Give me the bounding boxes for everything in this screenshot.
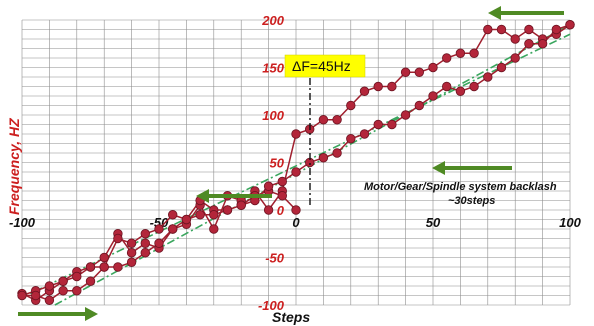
series-1-point	[496, 24, 507, 35]
series-2-point	[414, 100, 425, 111]
series-2-point	[387, 119, 397, 130]
series-1-point	[346, 100, 356, 111]
series-2-point	[483, 72, 493, 82]
series-2-point	[72, 286, 82, 296]
series-1-point	[455, 48, 466, 58]
series-1-point	[126, 248, 137, 258]
series-2-point	[126, 238, 137, 248]
series-2-point	[72, 271, 82, 282]
series-2-point	[263, 181, 274, 191]
upper-guide-line	[29, 33, 571, 295]
series-2-point	[140, 229, 151, 239]
x-tick-label: 100	[559, 215, 581, 230]
y-tick-label: 50	[270, 156, 285, 171]
x-axis-title: Steps	[272, 309, 310, 325]
series-2-point	[291, 205, 301, 215]
tick-labels: -100 -50 0 50 100 -100 -50 0 50 100 150 200	[9, 13, 582, 313]
series-2-point	[167, 210, 178, 220]
arrows	[18, 6, 564, 321]
series-1-point	[318, 115, 329, 125]
y-tick-label: -50	[265, 251, 285, 266]
series-1-point	[387, 81, 397, 92]
series-2-point	[428, 91, 438, 101]
series-2-point	[332, 148, 342, 158]
series-2-point	[346, 134, 356, 144]
series-2-point	[140, 248, 151, 258]
series-1-point	[524, 24, 534, 35]
arrow-center-left-head	[196, 189, 209, 203]
series-1-point	[400, 67, 411, 77]
series-1-point	[140, 238, 151, 248]
series-2-point	[195, 210, 205, 220]
series-2-point	[154, 224, 164, 234]
series-2-point	[181, 214, 192, 225]
series-2-point	[113, 262, 123, 272]
x-tick-label: 0	[292, 215, 300, 230]
series-2-point	[113, 233, 123, 244]
series-2-point	[373, 119, 383, 130]
series-2-point	[277, 191, 288, 201]
y-tick-label: 100	[262, 108, 284, 123]
series-1-point	[332, 115, 342, 125]
series-2-point	[277, 176, 288, 187]
series-1-point	[291, 129, 301, 139]
series-2-point	[565, 20, 575, 30]
series-2-point	[58, 276, 68, 286]
series-1-point	[414, 67, 425, 77]
series-2-point	[167, 224, 178, 234]
series-1-point	[510, 34, 520, 44]
series-2-point	[222, 205, 233, 215]
series-2-point	[537, 39, 548, 49]
series-1-point	[373, 81, 383, 92]
series-2-point	[400, 110, 411, 120]
series-2-point	[524, 39, 534, 49]
series-2-point	[469, 81, 479, 92]
series-2-point	[551, 24, 562, 35]
x-tick-label: -100	[9, 215, 36, 230]
series-2-point	[85, 262, 96, 272]
series-2-point	[455, 86, 466, 96]
series-2-point	[359, 129, 370, 139]
arrow-top-left-head	[488, 6, 501, 20]
series-1-point	[442, 53, 452, 63]
series-2-point	[31, 290, 41, 301]
backlash-note-line2: ~30steps	[448, 195, 495, 207]
series-2-point	[510, 53, 520, 63]
series-1-point	[469, 48, 479, 58]
series-1-point	[263, 205, 274, 215]
delta-label-box	[284, 54, 366, 78]
y-tick-label: 0	[277, 203, 285, 218]
y-tick-label: -100	[258, 298, 285, 313]
series-2-point	[85, 276, 96, 286]
y-axis-title: Frequency, HZ	[6, 118, 22, 215]
series-2-point	[236, 200, 246, 210]
series-1-point	[428, 62, 438, 73]
series-1-point	[99, 252, 109, 263]
series-2-point	[209, 210, 219, 220]
series-1-point	[483, 24, 493, 35]
backlash-note-line1: Motor/Gear/Spindle system backlash	[364, 181, 557, 193]
series-1-point	[209, 224, 219, 234]
series-2-point	[58, 286, 68, 296]
series-2-point	[44, 281, 55, 291]
series-2-point	[496, 62, 507, 73]
x-tick-label: 50	[426, 215, 441, 230]
series-2-point	[126, 257, 137, 267]
series-2-point	[154, 238, 164, 248]
series-2-point	[44, 295, 55, 305]
series-2-point	[99, 262, 109, 272]
series-2-point	[17, 290, 27, 301]
series-2-point	[291, 167, 301, 177]
x-tick-label: -50	[150, 215, 170, 230]
y-tick-label: 200	[261, 13, 284, 28]
series-1-point	[359, 86, 370, 96]
series-2-point	[318, 153, 329, 163]
arrow-bottom-right-head	[85, 307, 98, 321]
y-tick-label: 150	[262, 61, 284, 76]
arrow-mid-left-head	[432, 161, 445, 175]
delta-label: ΔF=45Hz	[292, 58, 351, 74]
series-2-point	[442, 81, 452, 92]
